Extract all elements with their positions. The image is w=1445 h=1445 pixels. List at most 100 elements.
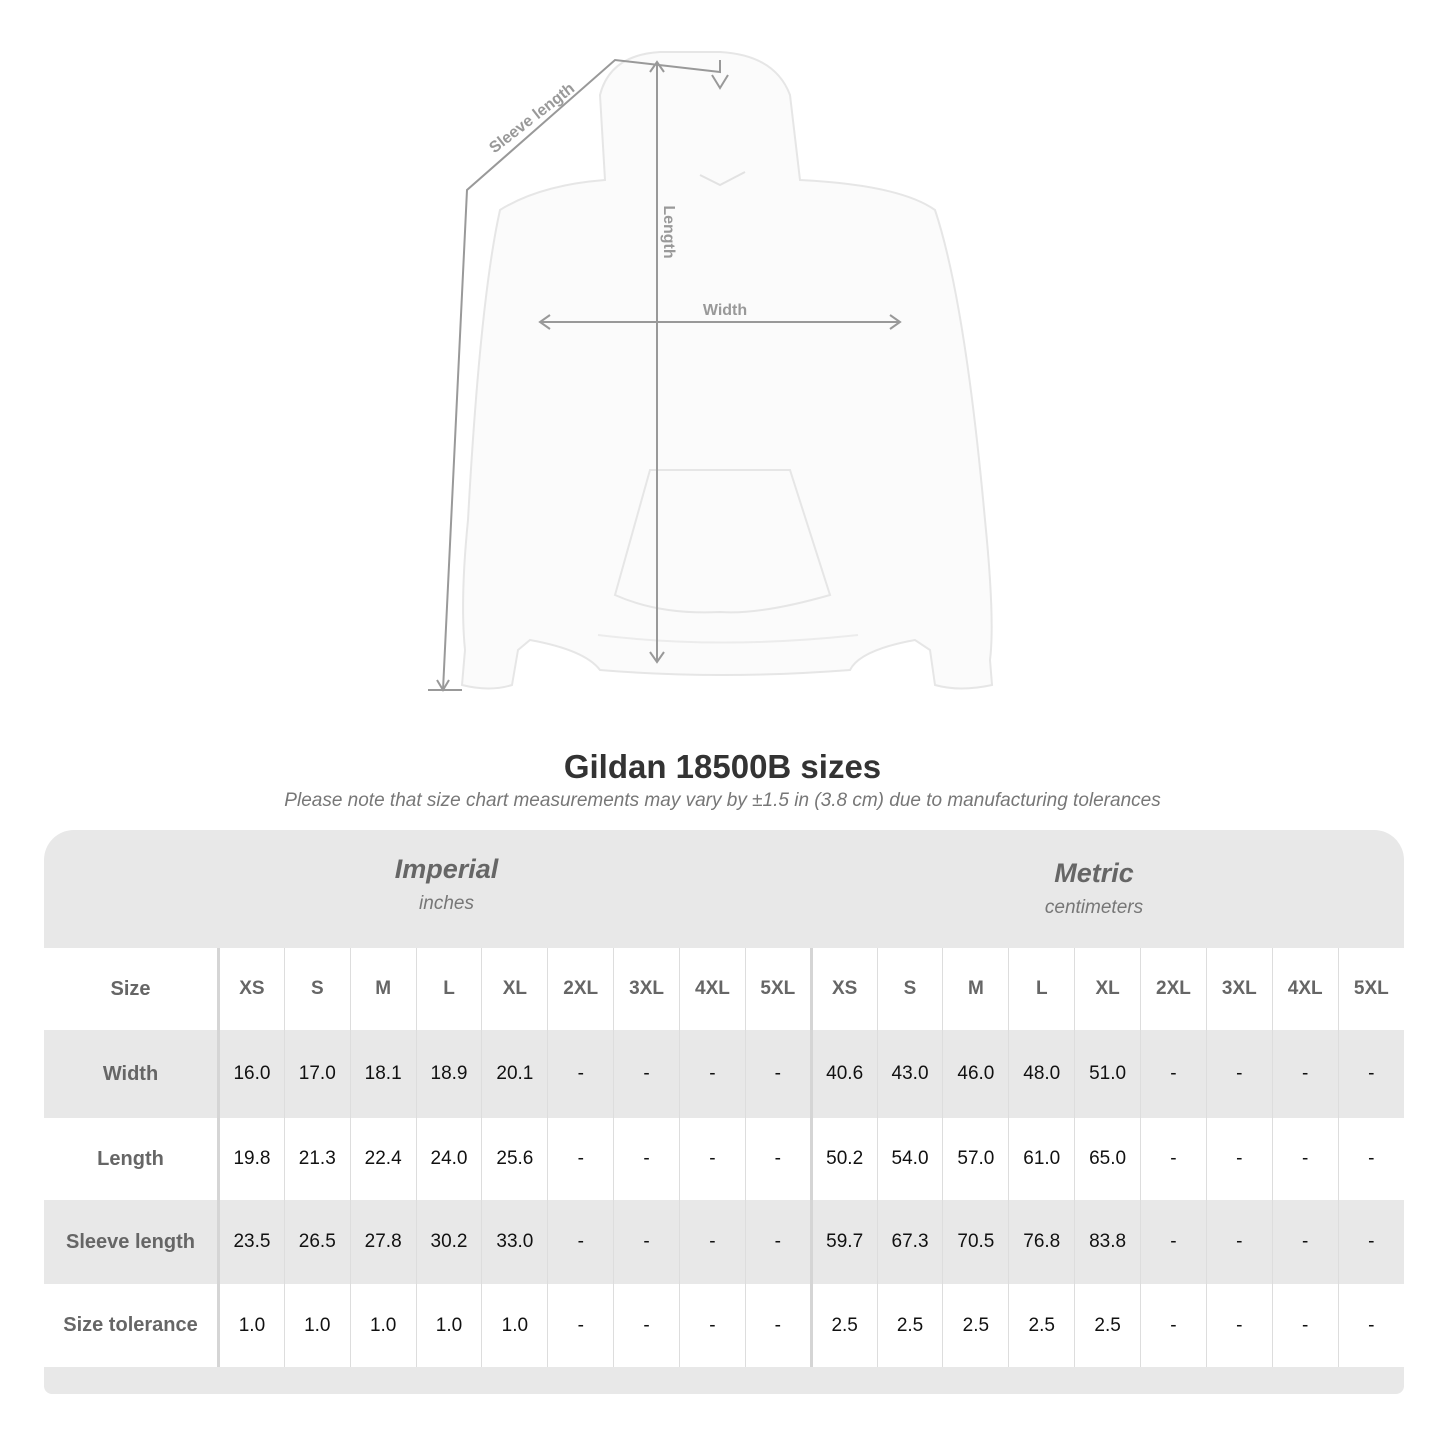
imperial-size-l: L (415, 948, 482, 1030)
metric-size-5xl: 5XL (1337, 948, 1404, 1030)
imperial-value: 1.0 (481, 1284, 548, 1367)
imperial-value: 21.3 (283, 1118, 351, 1200)
metric-size-4xl: 4XL (1271, 948, 1339, 1030)
imperial-title: Imperial (394, 854, 499, 884)
metric-size-2xl: 2XL (1140, 948, 1207, 1030)
metric-value: 2.5 (876, 1284, 943, 1367)
row-label: Width (44, 1030, 220, 1118)
metric-size-3xl: 3XL (1205, 948, 1273, 1030)
metric-value: - (1271, 1118, 1339, 1200)
imperial-value: - (613, 1200, 680, 1284)
metric-value: - (1337, 1284, 1404, 1367)
metric-value: - (1205, 1200, 1273, 1284)
size-table-panel: Imperial inches Metric centimeters Size X… (44, 830, 1404, 1394)
imperial-value: - (679, 1200, 746, 1284)
metric-value: - (1140, 1118, 1207, 1200)
row-label: Size tolerance (44, 1284, 220, 1367)
metric-value: 48.0 (1008, 1030, 1075, 1118)
imperial-value: 26.5 (283, 1200, 351, 1284)
imperial-size-s: S (283, 948, 351, 1030)
imperial-value: - (679, 1030, 746, 1118)
metric-value: 46.0 (942, 1030, 1009, 1118)
metric-value: 50.2 (809, 1118, 878, 1200)
sleeve-length-label: Sleeve length (486, 80, 578, 157)
table-row: Width 16.0 17.0 18.1 18.9 20.1- - - -40.6 43.0 46.… (44, 1030, 1404, 1118)
metric-value: - (1337, 1030, 1404, 1118)
imperial-value: - (744, 1030, 812, 1118)
imperial-size-4xl: 4XL (679, 948, 746, 1030)
imperial-size-xs: XS (218, 948, 285, 1030)
length-label: Length (660, 205, 677, 258)
metric-size-s: S (876, 948, 943, 1030)
metric-value: 2.5 (1074, 1284, 1141, 1367)
imperial-value: - (547, 1284, 614, 1367)
metric-value: 76.8 (1008, 1200, 1075, 1284)
metric-value: 43.0 (876, 1030, 943, 1118)
metric-value: 67.3 (876, 1200, 943, 1284)
imperial-value: 33.0 (481, 1200, 548, 1284)
imperial-value: 1.0 (349, 1284, 417, 1367)
imperial-size-xl: XL (481, 948, 548, 1030)
metric-value: 54.0 (876, 1118, 943, 1200)
size-table: Size XS S M L XL 2XL 3XL 4XL 5XL XS S M L XL 2XL 3XL 4XL 5… (44, 948, 1404, 1367)
hoodie-diagram: Sleeve length Length Width (428, 51, 994, 692)
imperial-value: - (613, 1284, 680, 1367)
imperial-value: 17.0 (283, 1030, 351, 1118)
imperial-value: 27.8 (349, 1200, 417, 1284)
metric-size-m: M (942, 948, 1009, 1030)
imperial-unit: inches (419, 893, 474, 914)
metric-value: 57.0 (942, 1118, 1009, 1200)
metric-value: - (1337, 1200, 1404, 1284)
imperial-value: - (744, 1200, 812, 1284)
metric-value: - (1205, 1118, 1273, 1200)
imperial-value: - (744, 1118, 812, 1200)
metric-value: - (1140, 1030, 1207, 1118)
width-label: Width (703, 302, 747, 319)
imperial-value: 16.0 (218, 1030, 285, 1118)
metric-value: 2.5 (1008, 1284, 1075, 1367)
page-title: Gildan 18500B sizes (563, 748, 882, 785)
table-row: Length 19.8 21.3 22.4 24.0 25.6- - - -50.2 54.0 57… (44, 1118, 1404, 1200)
imperial-value: - (679, 1118, 746, 1200)
imperial-value: 19.8 (218, 1118, 285, 1200)
imperial-value: 1.0 (415, 1284, 482, 1367)
imperial-value: - (547, 1118, 614, 1200)
metric-value: - (1337, 1118, 1404, 1200)
imperial-value: 1.0 (218, 1284, 285, 1367)
metric-size-l: L (1008, 948, 1075, 1030)
metric-value: 40.6 (809, 1030, 878, 1118)
metric-unit: centimeters (1044, 897, 1144, 918)
metric-value: - (1205, 1284, 1273, 1367)
metric-value: - (1271, 1030, 1339, 1118)
table-row: Size tolerance 1.0 1.0 1.0 1.0 1.0- - - -2.5 2.5 2… (44, 1284, 1404, 1367)
imperial-value: 1.0 (283, 1284, 351, 1367)
metric-value: - (1205, 1030, 1273, 1118)
imperial-value: 23.5 (218, 1200, 285, 1284)
sleeve-length-line (442, 58, 721, 691)
imperial-size-5xl: 5XL (744, 948, 812, 1030)
size-header: Size (44, 948, 220, 1030)
metric-value: 59.7 (809, 1200, 878, 1284)
imperial-value: 22.4 (349, 1118, 417, 1200)
tolerance-note: Please note that size chart measurements… (284, 790, 1161, 811)
metric-value: - (1140, 1284, 1207, 1367)
metric-header: Metric centimeters (869, 858, 1319, 919)
imperial-value: 24.0 (415, 1118, 482, 1200)
row-label: Length (44, 1118, 220, 1200)
imperial-size-2xl: 2XL (547, 948, 614, 1030)
imperial-value: 18.9 (415, 1030, 482, 1118)
table-row: Sleeve length 23.5 26.5 27.8 30.2 33.0- - - -59.… (44, 1200, 1404, 1284)
metric-value: 70.5 (942, 1200, 1009, 1284)
header-row: Size XS S M L XL 2XL 3XL 4XL 5XL XS S M L XL 2XL 3XL 4XL 5… (44, 948, 1404, 1030)
metric-size-xl: XL (1074, 948, 1141, 1030)
imperial-value: - (547, 1030, 614, 1118)
imperial-value: 20.1 (481, 1030, 548, 1118)
imperial-header: Imperial inches (219, 854, 674, 915)
metric-value: 61.0 (1008, 1118, 1075, 1200)
imperial-value: - (547, 1200, 614, 1284)
imperial-value: - (613, 1030, 680, 1118)
metric-value: - (1271, 1200, 1339, 1284)
metric-value: 83.8 (1074, 1200, 1141, 1284)
metric-value: - (1271, 1284, 1339, 1367)
metric-value: 2.5 (942, 1284, 1009, 1367)
